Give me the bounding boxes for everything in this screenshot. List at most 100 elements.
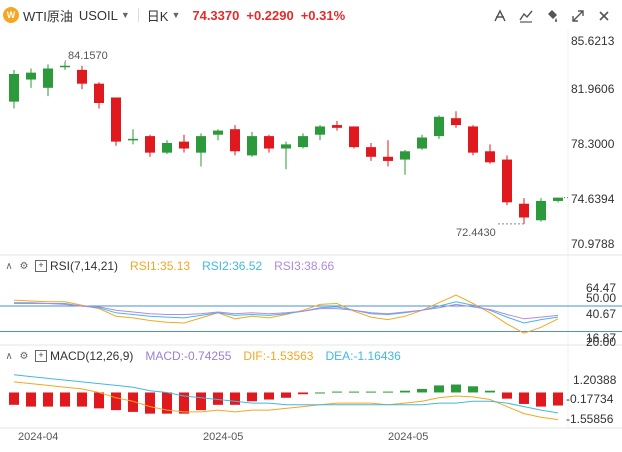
price-axis-label: 78.3000 bbox=[571, 137, 615, 151]
chevron-down-icon[interactable]: ▼ bbox=[120, 10, 130, 20]
high-price-label: 84.1570 bbox=[68, 50, 108, 62]
high-marker-line bbox=[64, 59, 67, 63]
rsi-axis-label: 20.00 bbox=[586, 335, 617, 349]
macd-histogram-bar bbox=[383, 391, 393, 393]
macd-histogram-bar bbox=[349, 391, 359, 393]
candle-body bbox=[502, 159, 512, 203]
rsi-name[interactable]: RSI(7,14,21) bbox=[50, 259, 119, 273]
candle-body bbox=[332, 125, 342, 128]
macd-line-dea bbox=[13, 374, 559, 414]
add-icon[interactable]: + bbox=[35, 260, 47, 272]
macd-histogram-bar bbox=[247, 392, 257, 402]
rsi-line-rsi1 bbox=[13, 294, 559, 334]
last-price: 74.3370 bbox=[192, 7, 240, 23]
macd-histogram-bar bbox=[434, 385, 444, 393]
macd-histogram-bar bbox=[264, 392, 274, 400]
macd-histogram-bar bbox=[77, 392, 87, 407]
macd-histogram-bar bbox=[536, 392, 546, 407]
macd-histogram-bar bbox=[213, 392, 223, 405]
chevron-down-icon[interactable]: ▼ bbox=[171, 10, 181, 20]
rsi-axis-label: 64.47 bbox=[586, 281, 617, 295]
candle-body bbox=[468, 126, 478, 153]
macd-value: MACD:-0.74255 bbox=[145, 349, 232, 363]
macd-histogram-bar bbox=[485, 390, 495, 393]
candle-body bbox=[128, 138, 138, 141]
symbol-name[interactable]: WTI原油 bbox=[23, 8, 73, 24]
macd-histogram-bar bbox=[43, 392, 53, 407]
candle-body bbox=[247, 136, 257, 156]
candle-body bbox=[77, 69, 87, 84]
toolbar bbox=[486, 7, 616, 25]
price-axis-label: 70.9788 bbox=[571, 237, 615, 251]
candle-body bbox=[213, 130, 223, 135]
macd-histogram-bar bbox=[145, 392, 155, 414]
draw-tool-icon[interactable] bbox=[488, 7, 512, 25]
date-label: 2024-05 bbox=[388, 431, 429, 443]
candle-body bbox=[417, 137, 427, 149]
macd-histogram-bar bbox=[179, 392, 189, 414]
rsi-header: ∧ ⚙ + RSI(7,14,21) RSI1:35.13 RSI2:36.52… bbox=[0, 258, 334, 274]
candle-body bbox=[383, 156, 393, 161]
candle-body bbox=[298, 136, 308, 148]
macd-axis-label: -0.17734 bbox=[566, 392, 614, 406]
bucket-tool-icon[interactable] bbox=[540, 7, 564, 25]
price-change: +0.2290 bbox=[246, 7, 294, 23]
indicator-tool-icon[interactable] bbox=[514, 7, 538, 25]
dea-value: DEA:-1.16436 bbox=[325, 349, 401, 363]
price-change-percent: +0.31% bbox=[300, 7, 346, 23]
macd-name[interactable]: MACD(12,26,9) bbox=[50, 349, 134, 363]
macd-line-dif bbox=[13, 381, 559, 421]
candle-body bbox=[553, 197, 563, 201]
settings-icon[interactable]: ⚙ bbox=[19, 260, 29, 272]
rsi-axis-label: 50.00 bbox=[586, 291, 617, 305]
add-icon[interactable]: + bbox=[35, 350, 47, 362]
candle-body bbox=[434, 116, 444, 137]
candle-body bbox=[281, 144, 291, 149]
rsi-line-rsi2 bbox=[14, 301, 559, 324]
macd-histogram-bar bbox=[553, 392, 563, 406]
macd-histogram-bar bbox=[111, 392, 121, 411]
macd-histogram-bar bbox=[128, 392, 138, 412]
timeframe-selector[interactable]: 日K bbox=[146, 8, 169, 24]
candle-body bbox=[111, 97, 121, 142]
macd-histogram-bar bbox=[451, 384, 461, 393]
expand-icon[interactable] bbox=[566, 7, 590, 25]
chart-header: W WTI原油 USOIL ▼ 日K ▼ 74.3370 +0.2290 +0.… bbox=[0, 0, 622, 30]
price-axis-label: 74.6394 bbox=[571, 192, 615, 206]
collapse-icon[interactable]: ∧ bbox=[5, 260, 13, 272]
date-label: 2024-04 bbox=[18, 431, 59, 443]
candle-body bbox=[94, 83, 104, 103]
macd-histogram-bar bbox=[60, 392, 70, 407]
rsi1-value: RSI1:35.13 bbox=[130, 259, 191, 273]
settings-icon[interactable]: ⚙ bbox=[19, 350, 29, 362]
candle-body bbox=[196, 136, 206, 153]
rsi2-value: RSI2:36.52 bbox=[202, 259, 263, 273]
macd-histogram-bar bbox=[519, 392, 529, 404]
candle-body bbox=[162, 143, 172, 153]
divider bbox=[137, 8, 139, 22]
macd-axis-label: -1.55856 bbox=[566, 412, 614, 426]
candle-body bbox=[179, 141, 189, 149]
macd-histogram-bar bbox=[366, 391, 376, 393]
symbol-logo-icon: W bbox=[3, 7, 19, 23]
macd-header: ∧ ⚙ + MACD(12,26,9) MACD:-0.74255 DIF:-1… bbox=[0, 348, 401, 364]
macd-histogram-bar bbox=[468, 386, 478, 393]
macd-histogram-bar bbox=[400, 390, 410, 393]
macd-histogram-bar bbox=[230, 392, 240, 405]
candle-body bbox=[485, 151, 495, 163]
candle-body bbox=[26, 72, 36, 80]
candle-body bbox=[9, 74, 19, 102]
close-icon[interactable] bbox=[592, 7, 616, 25]
candle-body bbox=[264, 136, 274, 149]
collapse-icon[interactable]: ∧ bbox=[5, 350, 13, 362]
rsi-line-rsi3 bbox=[14, 303, 559, 320]
macd-histogram-bar bbox=[502, 392, 512, 399]
symbol-code[interactable]: USOIL bbox=[78, 7, 118, 23]
rsi-axis-label: 40.67 bbox=[586, 307, 617, 321]
candle-body bbox=[519, 203, 529, 218]
rsi3-value: RSI3:38.66 bbox=[274, 259, 335, 273]
candle-body bbox=[145, 136, 155, 153]
macd-axis-label: 1.20388 bbox=[573, 373, 617, 387]
macd-histogram-bar bbox=[162, 392, 172, 414]
